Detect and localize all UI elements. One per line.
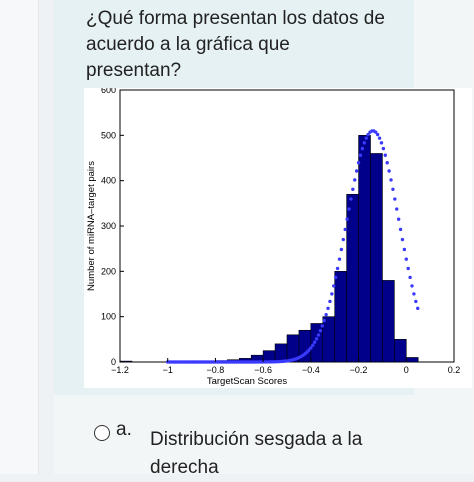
fit-curve-point (336, 267, 339, 270)
fit-curve-point (342, 238, 345, 241)
x-axis-label: TargetScan Scores (207, 376, 288, 387)
x-tick-label: −0.2 (350, 365, 368, 375)
x-tick-label: −0.6 (254, 365, 272, 375)
fit-curve-point (365, 136, 368, 139)
x-tick-label: −0.4 (302, 365, 320, 375)
left-margin (0, 0, 39, 474)
fit-curve-point (355, 169, 358, 172)
fit-curve-point (380, 141, 383, 144)
fit-curve-point (403, 248, 406, 251)
y-tick-label: 400 (101, 176, 116, 186)
fit-curve-point (349, 197, 352, 200)
fit-curve-point (408, 276, 411, 279)
histogram-bar (406, 357, 418, 362)
fit-curve-point (389, 178, 392, 181)
y-tick-label: 300 (101, 221, 116, 231)
fit-curve-point (399, 228, 402, 231)
histogram-bar (275, 344, 287, 362)
x-tick-label: −0.8 (207, 365, 225, 375)
x-tick-label: 0 (404, 365, 409, 375)
option-a-letter: a. (116, 419, 132, 441)
fit-curve-point (319, 329, 322, 332)
option-a-radio[interactable] (94, 425, 110, 441)
fit-curve-point (323, 319, 326, 322)
y-tick-label: 200 (101, 266, 116, 276)
fit-curve-point (386, 161, 389, 164)
histogram-bar (394, 339, 406, 362)
histogram-bar (359, 135, 371, 362)
fit-curve-point (378, 136, 381, 139)
fit-curve-point (338, 257, 341, 260)
fit-curve-point (313, 341, 316, 344)
histogram-bar (323, 317, 335, 362)
fit-curve-point (414, 300, 417, 303)
fit-curve-point (328, 300, 331, 303)
fit-curve-point (412, 292, 415, 295)
fit-curve-point (393, 197, 396, 200)
fit-curve-point (391, 188, 394, 191)
histogram-bar (371, 153, 383, 362)
fit-curve-point (353, 178, 356, 181)
fit-curve-point (361, 147, 364, 150)
fit-curve-point (382, 147, 385, 150)
x-tick-label: −1 (163, 365, 173, 375)
fit-curve-point (317, 333, 320, 336)
fit-curve-point (345, 218, 348, 221)
histogram-bar (335, 271, 347, 362)
fit-curve-point (416, 307, 419, 310)
fit-curve-point (401, 238, 404, 241)
fit-curve-point (332, 284, 335, 287)
fit-curve-point (359, 154, 362, 157)
x-tick-label: 0.2 (448, 365, 461, 375)
fit-curve-point (340, 248, 343, 251)
fit-curve-point (324, 313, 327, 316)
fit-curve-point (326, 307, 329, 310)
y-tick-label: 100 (101, 312, 116, 322)
fit-curve-point (344, 228, 347, 231)
y-tick-label: 600 (101, 88, 116, 95)
fit-curve-point (363, 141, 366, 144)
fit-curve-point (395, 207, 398, 210)
fit-curve-point (397, 218, 400, 221)
fit-curve-point (330, 292, 333, 295)
y-tick-label: 0 (111, 357, 116, 367)
histogram-bar (382, 280, 394, 362)
fit-curve-point (387, 169, 390, 172)
fit-curve-point (410, 284, 413, 287)
y-tick-label: 500 (101, 130, 116, 140)
fit-curve-point (376, 133, 379, 136)
question-text: ¿Qué forma presentan los datos de acuerd… (86, 6, 386, 84)
y-axis-label: Number of miRNA–target pairs (86, 161, 97, 291)
fit-curve-point (351, 188, 354, 191)
fit-curve-point (357, 161, 360, 164)
fit-curve-point (347, 207, 350, 210)
fit-curve-point (406, 267, 409, 270)
fit-curve-point (321, 324, 324, 327)
fit-curve-point (405, 257, 408, 260)
fit-curve-point (334, 276, 337, 279)
fit-curve-point (315, 337, 318, 340)
fit-curve-point (311, 344, 314, 347)
plot-frame (120, 90, 454, 362)
fit-curve-point (384, 154, 387, 157)
